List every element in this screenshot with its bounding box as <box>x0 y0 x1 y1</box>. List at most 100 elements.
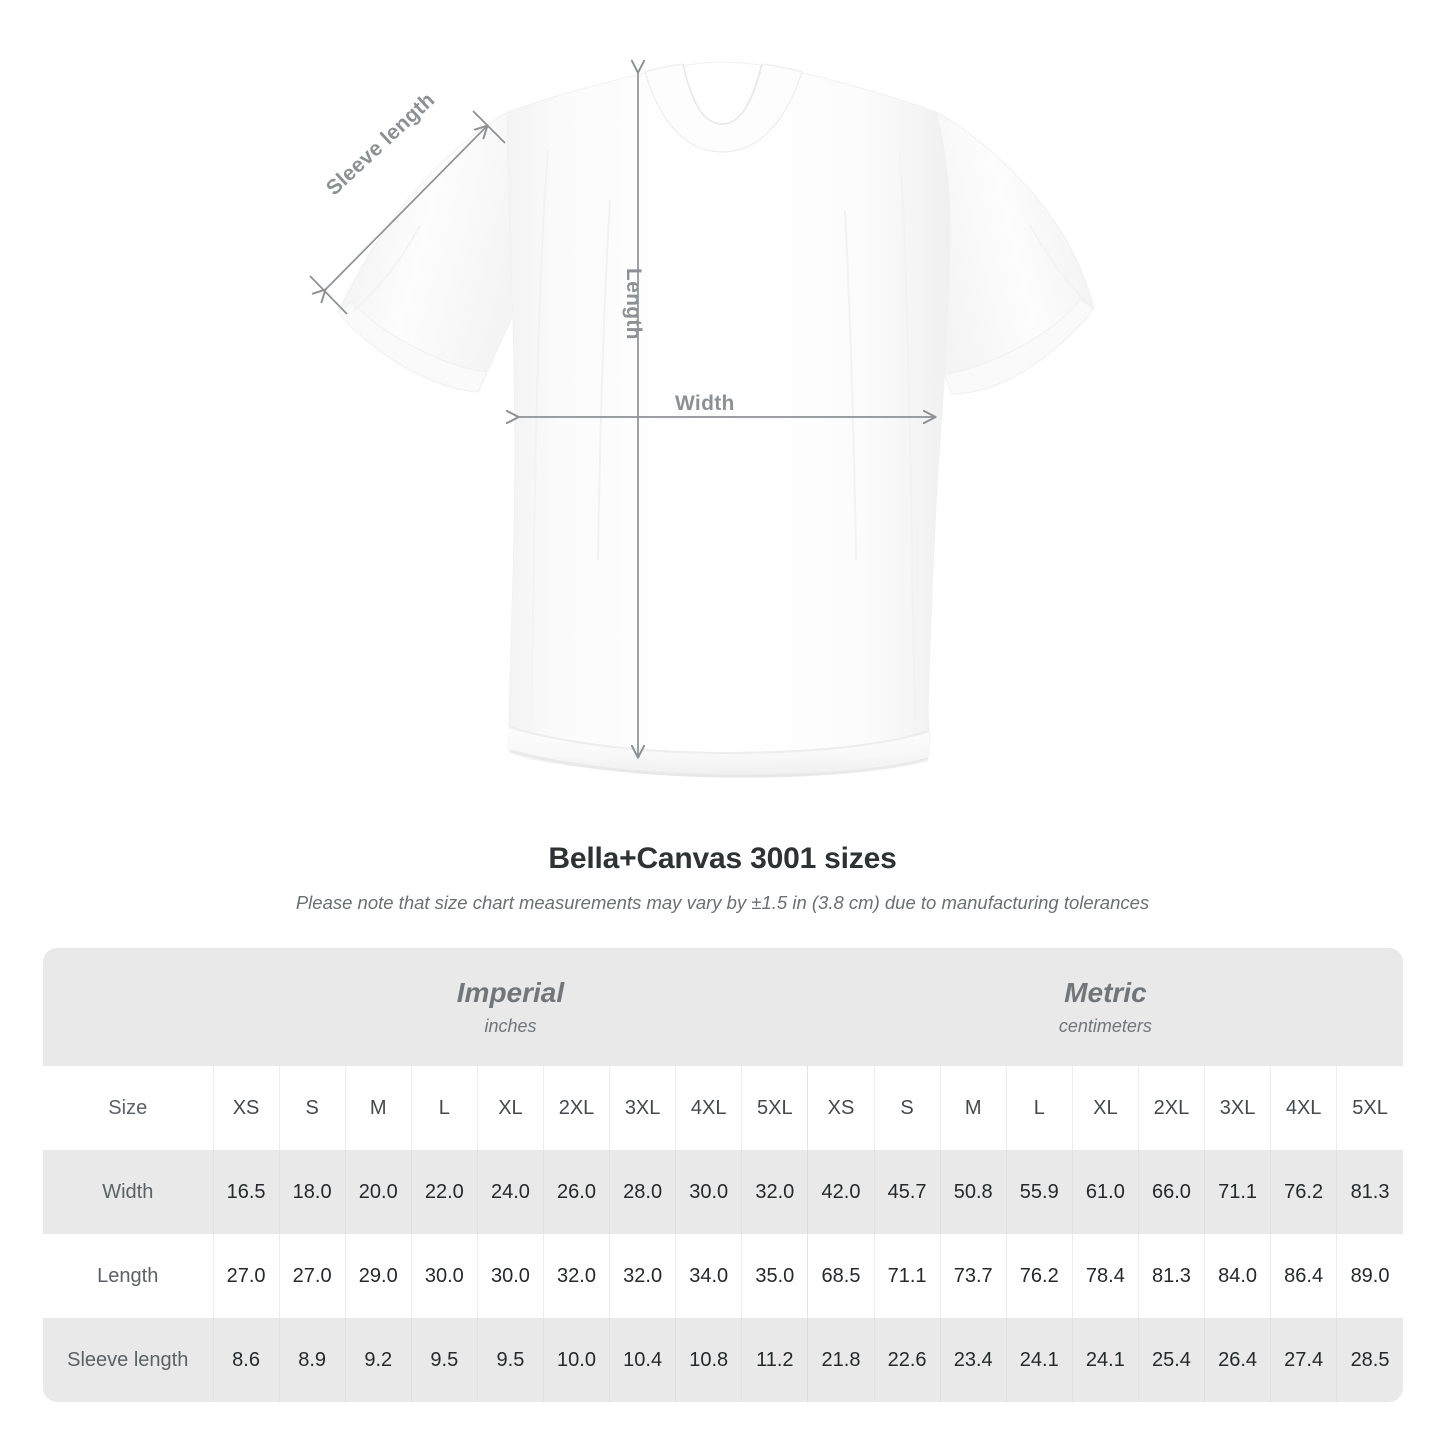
cell-length-metric-xs: 68.5 <box>807 1234 875 1318</box>
size-chart-table: Imperial inches Metric centimeters Size … <box>43 948 1403 1402</box>
cell-length-metric-s: 71.1 <box>873 1234 941 1318</box>
cell-length-imperial-4xl: 34.0 <box>675 1234 742 1318</box>
cell-width-imperial-4xl: 30.0 <box>675 1150 742 1234</box>
size-header-row: Size XS S M L XL 2XL 3XL 4XL 5XL XS S M … <box>43 1066 1403 1150</box>
size-header-3xl-imperial: 3XL <box>609 1066 676 1150</box>
size-header-xs-imperial: XS <box>212 1066 280 1150</box>
title-block: Bella+Canvas 3001 sizes Please note that… <box>0 842 1445 914</box>
page-title: Bella+Canvas 3001 sizes <box>548 842 897 875</box>
size-header-m-metric: M <box>939 1066 1007 1150</box>
size-header-5xl-metric: 5XL <box>1336 1066 1403 1150</box>
cell-width-imperial-m: 20.0 <box>344 1150 412 1234</box>
cell-width-metric-4xl: 76.2 <box>1270 1150 1337 1234</box>
cell-length-imperial-3xl: 32.0 <box>609 1234 676 1318</box>
shirt-silhouette <box>337 61 1095 778</box>
cell-width-metric-2xl: 66.0 <box>1137 1150 1205 1234</box>
measurement-lines <box>309 59 937 759</box>
left-sleeve-hem <box>337 301 488 393</box>
hem-band <box>508 726 929 778</box>
cell-sleeve-metric-2xl: 25.4 <box>1137 1318 1205 1402</box>
hem-fold-line <box>508 726 930 755</box>
cell-length-metric-3xl: 84.0 <box>1203 1234 1271 1318</box>
cell-width-metric-3xl: 71.1 <box>1203 1150 1271 1234</box>
cell-width-imperial-2xl: 26.0 <box>542 1150 610 1234</box>
cell-length-imperial-l: 30.0 <box>410 1234 478 1318</box>
cell-length-imperial-m: 29.0 <box>344 1234 412 1318</box>
cell-sleeve-imperial-2xl: 10.0 <box>542 1318 610 1402</box>
size-header-4xl-metric: 4XL <box>1270 1066 1337 1150</box>
shirt-body <box>506 61 951 778</box>
size-header-5xl-imperial: 5XL <box>741 1066 808 1150</box>
unit-group-metric: Metric centimeters <box>807 948 1403 1066</box>
cell-length-imperial-2xl: 32.0 <box>542 1234 610 1318</box>
cell-width-imperial-l: 22.0 <box>410 1150 478 1234</box>
cell-width-imperial-xl: 24.0 <box>476 1150 544 1234</box>
row-label-width: Width <box>43 1150 213 1234</box>
cell-sleeve-metric-4xl: 27.4 <box>1270 1318 1337 1402</box>
cell-width-metric-s: 45.7 <box>873 1150 941 1234</box>
cell-sleeve-metric-s: 22.6 <box>873 1318 941 1402</box>
size-header-l-imperial: L <box>410 1066 478 1150</box>
cell-sleeve-imperial-3xl: 10.4 <box>609 1318 676 1402</box>
unit-group-imperial: Imperial inches <box>213 948 808 1066</box>
sleeve-tick-top <box>472 110 506 144</box>
size-header-m-imperial: M <box>344 1066 412 1150</box>
cell-sleeve-imperial-4xl: 10.8 <box>675 1318 742 1402</box>
unit-system-name: Imperial <box>456 977 565 1009</box>
cell-length-metric-l: 76.2 <box>1005 1234 1073 1318</box>
cell-length-metric-m: 73.7 <box>939 1234 1007 1318</box>
width-label: Width <box>675 392 735 415</box>
unit-row-spacer <box>43 948 213 1066</box>
cell-length-metric-4xl: 86.4 <box>1270 1234 1337 1318</box>
collar-inner-edge <box>682 63 763 125</box>
size-header-2xl-metric: 2XL <box>1137 1066 1205 1150</box>
row-label-length: Length <box>43 1234 213 1318</box>
cell-length-imperial-s: 27.0 <box>278 1234 346 1318</box>
cell-width-imperial-s: 18.0 <box>278 1150 346 1234</box>
cell-width-metric-l: 55.9 <box>1005 1150 1073 1234</box>
cell-sleeve-metric-5xl: 28.5 <box>1336 1318 1403 1402</box>
column-header-size: Size <box>43 1066 213 1150</box>
cell-sleeve-metric-l: 24.1 <box>1005 1318 1073 1402</box>
cell-length-metric-2xl: 81.3 <box>1137 1234 1205 1318</box>
cell-width-imperial-3xl: 28.0 <box>609 1150 676 1234</box>
tshirt-illustration <box>309 59 1095 778</box>
size-header-s-imperial: S <box>278 1066 346 1150</box>
size-header-s-metric: S <box>873 1066 941 1150</box>
cell-sleeve-imperial-xs: 8.6 <box>212 1318 280 1402</box>
sleeve-dimension-line <box>311 124 489 304</box>
right-sleeve-hem <box>943 299 1095 395</box>
unit-system-name: Metric <box>1064 977 1147 1009</box>
cell-sleeve-imperial-s: 8.9 <box>278 1318 346 1402</box>
tshirt-diagram: Sleeve length Length Width <box>309 59 1095 778</box>
row-label-sleeve-length: Sleeve length <box>43 1318 213 1402</box>
cell-sleeve-imperial-m: 9.2 <box>344 1318 412 1402</box>
sleeve-tick-bottom <box>309 275 348 315</box>
cell-width-imperial-xs: 16.5 <box>212 1150 280 1234</box>
cell-sleeve-imperial-5xl: 11.2 <box>741 1318 808 1402</box>
size-header-xs-metric: XS <box>807 1066 875 1150</box>
size-header-4xl-imperial: 4XL <box>675 1066 742 1150</box>
size-header-l-metric: L <box>1005 1066 1073 1150</box>
cell-width-metric-xs: 42.0 <box>807 1150 875 1234</box>
table-row: Length 27.0 27.0 29.0 30.0 30.0 32.0 32.… <box>43 1234 1403 1318</box>
cell-width-imperial-5xl: 32.0 <box>741 1150 808 1234</box>
cell-sleeve-metric-xs: 21.8 <box>807 1318 875 1402</box>
tolerance-note: Please note that size chart measurements… <box>295 892 1150 913</box>
cell-length-imperial-xl: 30.0 <box>476 1234 544 1318</box>
size-header-xl-metric: XL <box>1071 1066 1139 1150</box>
size-chart-table-wrap: Imperial inches Metric centimeters Size … <box>43 948 1403 1402</box>
cell-sleeve-metric-xl: 24.1 <box>1071 1318 1139 1402</box>
table-row: Sleeve length 8.6 8.9 9.2 9.5 9.5 10.0 1… <box>43 1318 1403 1402</box>
table-row: Width 16.5 18.0 20.0 22.0 24.0 26.0 28.0… <box>43 1150 1403 1234</box>
cell-width-metric-xl: 61.0 <box>1071 1150 1139 1234</box>
unit-header-row: Imperial inches Metric centimeters <box>43 948 1403 1066</box>
cell-sleeve-imperial-xl: 9.5 <box>476 1318 544 1402</box>
cell-length-metric-5xl: 89.0 <box>1336 1234 1403 1318</box>
cell-width-metric-m: 50.8 <box>939 1150 1007 1234</box>
cell-sleeve-metric-m: 23.4 <box>939 1318 1007 1402</box>
unit-name: centimeters <box>1058 1015 1152 1036</box>
hem-shadow <box>509 749 929 778</box>
length-label: Length <box>622 268 645 340</box>
cell-width-metric-5xl: 81.3 <box>1336 1150 1403 1234</box>
